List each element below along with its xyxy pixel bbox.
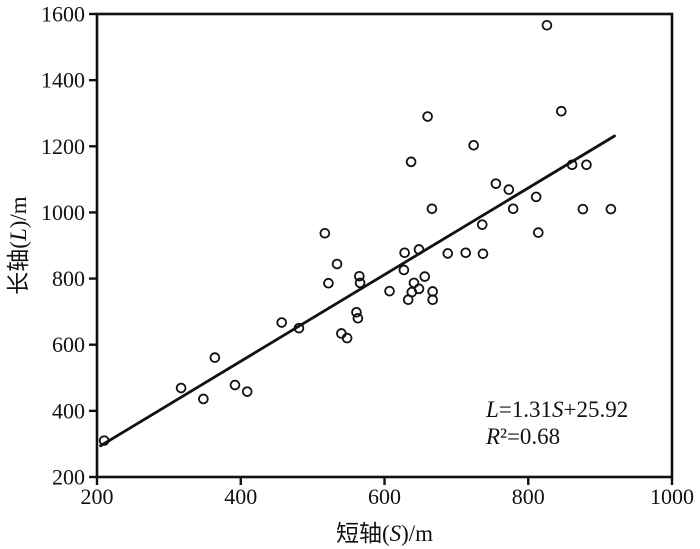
x-tick-label: 600 xyxy=(368,484,401,509)
data-point xyxy=(605,203,617,215)
data-point xyxy=(503,184,515,195)
y-tick-label: 1400 xyxy=(41,68,85,93)
data-point xyxy=(422,111,433,122)
data-point xyxy=(577,203,589,215)
data-point xyxy=(507,203,519,215)
y-tick-label: 400 xyxy=(52,398,85,423)
data-point xyxy=(442,248,454,259)
data-point xyxy=(209,352,221,363)
data-point xyxy=(98,435,110,446)
x-tick-label: 1000 xyxy=(650,484,694,509)
data-point xyxy=(384,285,395,297)
data-point xyxy=(533,227,544,238)
y-tick-label: 1600 xyxy=(41,2,85,27)
data-point xyxy=(477,248,489,260)
x-tick-label: 400 xyxy=(224,484,257,509)
data-point xyxy=(354,270,365,282)
fit-equation-label: L=1.31S+25.92 xyxy=(485,397,628,422)
data-point xyxy=(556,105,567,117)
data-point xyxy=(293,322,305,334)
data-point xyxy=(460,247,472,259)
x-axis-label: 短轴(S)/m xyxy=(336,521,433,546)
data-point xyxy=(319,227,331,239)
y-tick-label: 200 xyxy=(52,465,85,490)
data-point xyxy=(405,156,417,168)
data-point xyxy=(323,277,334,289)
r-squared-label: R²=0.68 xyxy=(485,424,560,449)
x-tick-label: 800 xyxy=(512,484,545,509)
data-point xyxy=(198,393,209,405)
data-point xyxy=(276,317,288,328)
data-point xyxy=(351,307,362,318)
data-point xyxy=(541,19,553,31)
y-tick-label: 600 xyxy=(52,332,85,357)
plot-border xyxy=(95,12,674,479)
data-point xyxy=(476,219,488,230)
data-point xyxy=(413,283,425,295)
data-point xyxy=(419,271,431,282)
data-point xyxy=(398,264,410,276)
data-point xyxy=(352,312,364,324)
data-point xyxy=(399,247,410,259)
data-point xyxy=(241,386,253,397)
data-point xyxy=(331,258,343,270)
data-point xyxy=(566,159,578,171)
data-point xyxy=(341,332,353,344)
data-point xyxy=(229,379,241,391)
y-tick-label: 1200 xyxy=(41,134,85,159)
y-tick-label: 1000 xyxy=(41,200,85,225)
data-point xyxy=(427,294,438,306)
data-point xyxy=(426,203,438,215)
data-point xyxy=(530,191,542,203)
y-axis-label: 长轴(L)/m xyxy=(6,196,31,295)
data-point xyxy=(581,159,592,171)
x-tick-label: 200 xyxy=(81,484,114,509)
data-point xyxy=(413,244,425,255)
data-point xyxy=(490,178,502,189)
data-point xyxy=(175,382,187,394)
data-point xyxy=(354,277,366,289)
data-point xyxy=(468,139,479,151)
fit-line xyxy=(99,134,616,448)
y-tick-label: 800 xyxy=(52,266,85,291)
